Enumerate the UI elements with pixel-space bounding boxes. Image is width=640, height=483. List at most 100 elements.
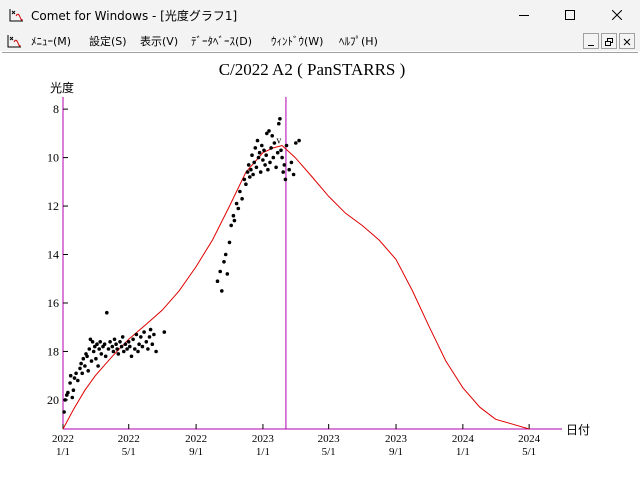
y-axis-label: 光度 (50, 80, 74, 95)
mdi-close-button[interactable] (619, 33, 635, 49)
observation-point (223, 252, 228, 257)
menu-menu[interactable]: ﾒﾆｭｰ(M) (31, 35, 72, 48)
observation-point (79, 361, 83, 366)
observation-point (71, 388, 76, 393)
observation-point (66, 390, 70, 395)
observation-point (268, 160, 272, 165)
observation-point (254, 165, 259, 170)
window-title: Comet for Windows - [光度グラフ1] (31, 9, 238, 23)
observation-point (86, 369, 90, 373)
observation-point (120, 335, 125, 339)
observation-point (227, 240, 232, 245)
x-tick-year: 2022 (118, 433, 140, 445)
x-tick-date: 5/1 (322, 446, 336, 458)
observation-point (262, 148, 266, 153)
observation-point (125, 347, 129, 351)
x-tick-date: 9/1 (189, 446, 203, 458)
observation-point (240, 197, 244, 201)
observation-point (238, 189, 242, 194)
x-tick-year: 2022 (52, 433, 74, 445)
menu-view[interactable]: 表示(V) (140, 35, 179, 48)
observation-point (87, 347, 92, 351)
observation-point (289, 160, 294, 165)
peak-marker-label: v (276, 135, 281, 146)
observation-point (260, 143, 264, 148)
menu-settings[interactable]: 設定(S) (89, 35, 127, 48)
observation-point (137, 342, 141, 347)
observation-point (236, 206, 241, 211)
observation-point (284, 143, 289, 148)
observation-point (255, 138, 260, 143)
observation-point (146, 347, 150, 351)
observation-point (68, 373, 73, 378)
observation-point (114, 342, 118, 347)
observation-point (80, 371, 84, 376)
x-tick-date: 1/1 (456, 446, 470, 458)
observation-point (140, 344, 145, 349)
observation-point (62, 410, 66, 414)
menu-database[interactable]: ﾃﾞｰﾀﾍﾞｰｽ(D) (191, 35, 253, 48)
observation-point (128, 344, 132, 349)
observation-point (106, 347, 111, 351)
x-tick-year: 2022 (185, 433, 207, 445)
observation-point (136, 349, 140, 354)
observation-point (115, 347, 119, 351)
mdi-restore-button[interactable] (601, 33, 617, 49)
close-button[interactable] (594, 0, 640, 30)
close-icon (612, 10, 622, 20)
observation-point (278, 117, 282, 121)
minimize-button[interactable] (501, 0, 547, 30)
observation-point (218, 269, 222, 274)
observation-point (102, 342, 107, 347)
observation-point (99, 352, 104, 356)
observation-point (123, 342, 128, 347)
x-tick-date: 1/1 (256, 446, 270, 458)
observation-point (242, 177, 247, 182)
title-bar[interactable]: Comet for Windows - [光度グラフ1] (0, 0, 640, 30)
observation-point (261, 158, 265, 162)
observation-point (252, 160, 256, 165)
observation-point (248, 175, 252, 179)
mdi-minimize-button[interactable] (583, 33, 599, 49)
observation-point (231, 213, 236, 218)
observation-point (267, 129, 271, 133)
observation-point (274, 165, 278, 170)
observation-point (297, 138, 301, 143)
observation-point (232, 218, 237, 223)
observation-point (139, 335, 143, 339)
observation-point (246, 163, 251, 167)
mdi-close-icon (623, 38, 631, 46)
observation-point (272, 141, 277, 145)
observation-point (283, 177, 288, 182)
x-tick-year: 2024 (452, 433, 475, 445)
menu-bar: ﾒﾆｭｰ(M) 設定(S) 表示(V) ﾃﾞｰﾀﾍﾞｰｽ(D) ｳｨﾝﾄﾞｳ(W… (0, 30, 640, 51)
observation-point (98, 340, 102, 344)
x-tick-date: 5/1 (122, 446, 136, 458)
maximize-button[interactable] (547, 0, 593, 30)
observation-point (225, 272, 230, 276)
x-axis-label: 日付 (566, 423, 590, 437)
observation-point (269, 146, 273, 150)
observation-point (270, 134, 275, 138)
mdi-minimize-icon (588, 45, 594, 46)
observation-point (258, 170, 263, 174)
menu-help[interactable]: ﾍﾙﾌﾟ(H) (339, 35, 378, 48)
graph-window: C/2022 A2 ( PanSTARRS ) 光度 日付 8 10 12 14 16 1… (2, 52, 638, 479)
graph-icon[interactable] (6, 33, 22, 49)
observation-point (96, 364, 100, 368)
observation-point (154, 349, 158, 354)
observation-point (68, 381, 72, 385)
observation-point (271, 155, 276, 160)
minimize-icon (519, 15, 529, 16)
menu-window[interactable]: ｳｨﾝﾄﾞｳ(W) (271, 35, 324, 48)
observation-point (264, 153, 269, 157)
observation-point (249, 167, 253, 172)
observation-point (110, 344, 115, 349)
observation-point (265, 131, 269, 136)
observation-point (245, 170, 250, 174)
observation-point (275, 150, 280, 155)
maximize-icon (565, 10, 575, 20)
x-tick-date: 5/1 (522, 446, 536, 458)
observation-point (266, 167, 270, 172)
observation-point (70, 395, 75, 400)
